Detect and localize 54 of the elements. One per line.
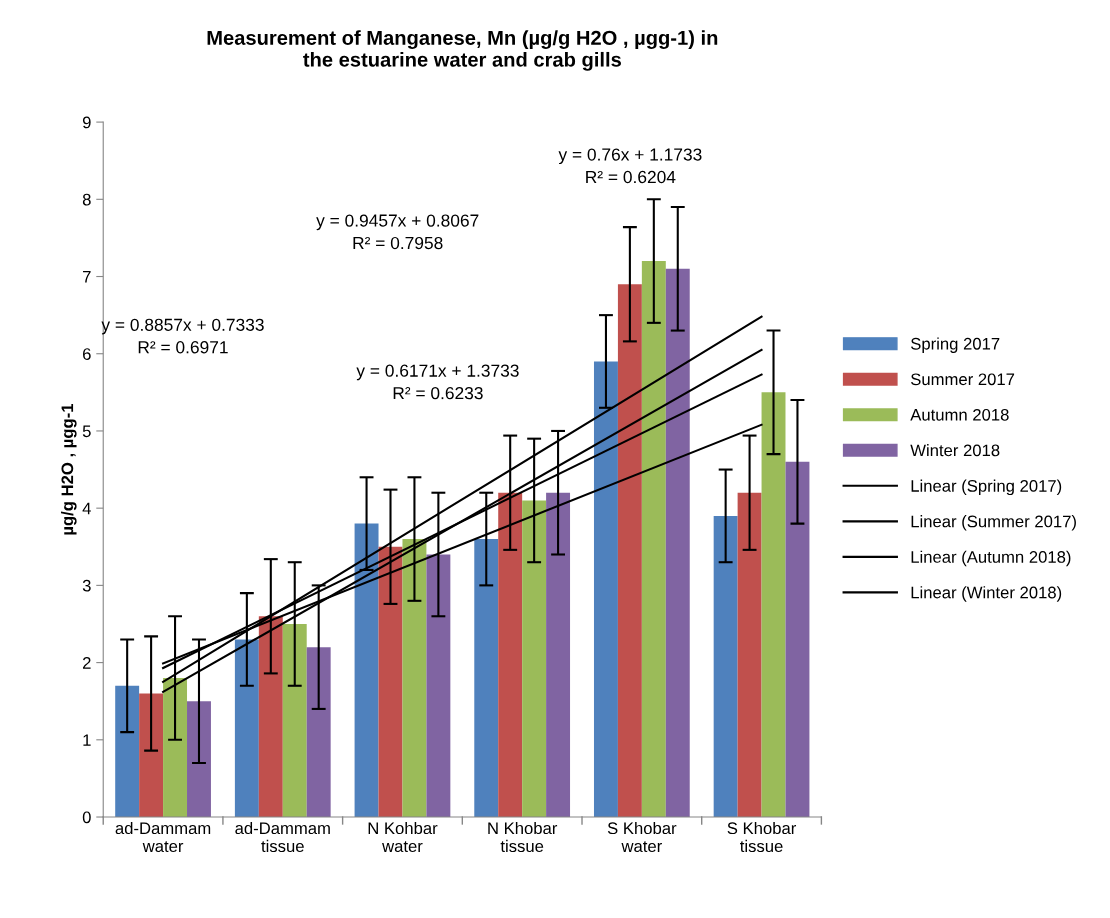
bar (163, 678, 188, 818)
x-tick-label: N Kohbar water (368, 821, 438, 853)
y-tick-label: 7 (83, 271, 91, 283)
x-tick-label: ad-Dammam tissue (235, 821, 330, 853)
chart-title: Measurement of Manganese, Mn (µg/g H2O , µgg-1) in the estuarine water and crab gills (207, 30, 718, 71)
x-tick-label: ad-Dammam water (115, 821, 211, 853)
bar (282, 623, 307, 818)
legend-label: Linear (Winter 2018) (911, 586, 1062, 602)
bar (187, 701, 211, 818)
bar (546, 492, 571, 818)
y-tick-label: 4 (82, 502, 91, 515)
bar (737, 492, 762, 818)
annotation: y = 0.76x + 1.1733 R² = 0.6204 (558, 148, 702, 184)
bar (641, 261, 666, 818)
legend-label: Winter 2018 (910, 444, 1000, 457)
bar (115, 685, 140, 818)
y-tick-label: 5 (82, 425, 91, 438)
annotation: y = 0.9457x + 0.8067 R² = 0.7958 (316, 214, 479, 250)
x-tick-label: S Khobar water (607, 821, 677, 853)
y-tick-label: 9 (82, 116, 91, 129)
bar (402, 539, 427, 818)
bar (354, 523, 379, 818)
annotation: y = 0.6171x + 1.3733 R² = 0.6233 (356, 364, 519, 400)
y-axis-title: µg/g H2O , µgg-1 (60, 403, 77, 535)
bar (713, 515, 738, 818)
y-tick-label: 8 (82, 193, 91, 206)
bar (617, 284, 642, 818)
bar (498, 492, 523, 818)
bar (378, 546, 403, 818)
x-tick-label: N Khobar tissue (488, 821, 558, 853)
y-tick-label: 2 (82, 656, 91, 669)
y-tick-label: 0 (82, 811, 91, 824)
bar (306, 647, 331, 818)
legend-label: Spring 2017 (911, 337, 1000, 353)
bar (593, 361, 618, 818)
y-tick-label: 3 (82, 579, 91, 592)
y-tick-label: 6 (83, 348, 91, 360)
annotation: y = 0.8857x + 0.7333 R² = 0.6971 (101, 318, 264, 354)
legend-label: Autumn 2018 (910, 408, 1009, 421)
bar (761, 392, 786, 818)
bar (258, 616, 283, 818)
y-tick-label: 1 (83, 734, 91, 746)
bar (474, 539, 499, 818)
legend-label: Linear (Summer 2017) (911, 515, 1076, 531)
bar (139, 693, 164, 818)
x-tick-label: S Khobar tissue (727, 821, 797, 853)
legend-label: Linear (Autumn 2018) (911, 550, 1071, 567)
bar (522, 500, 547, 818)
legend-label: Summer 2017 (911, 373, 1015, 386)
bar (234, 639, 259, 818)
bar (785, 461, 810, 818)
legend-label: Linear (Spring 2017) (911, 479, 1062, 496)
bar (665, 268, 690, 818)
bar (426, 554, 451, 818)
